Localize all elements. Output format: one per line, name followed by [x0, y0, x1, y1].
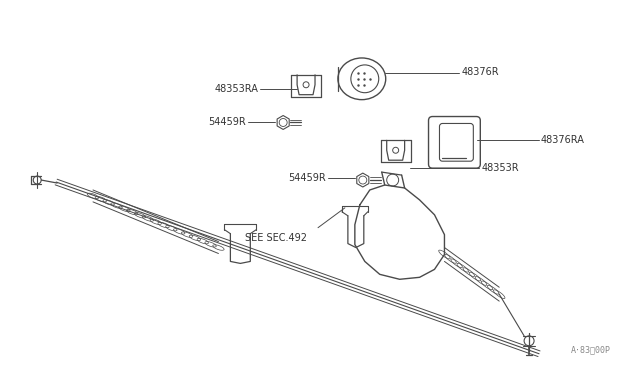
- Text: 48353RA: 48353RA: [214, 84, 259, 94]
- Text: 48376R: 48376R: [461, 67, 499, 77]
- Text: A·83＊00P: A·83＊00P: [571, 346, 611, 355]
- Text: 48353R: 48353R: [481, 163, 519, 173]
- Text: 54459R: 54459R: [288, 173, 326, 183]
- Text: 54459R: 54459R: [209, 118, 246, 128]
- Text: 48376RA: 48376RA: [541, 135, 585, 145]
- Text: SEE SEC.492: SEE SEC.492: [245, 232, 307, 243]
